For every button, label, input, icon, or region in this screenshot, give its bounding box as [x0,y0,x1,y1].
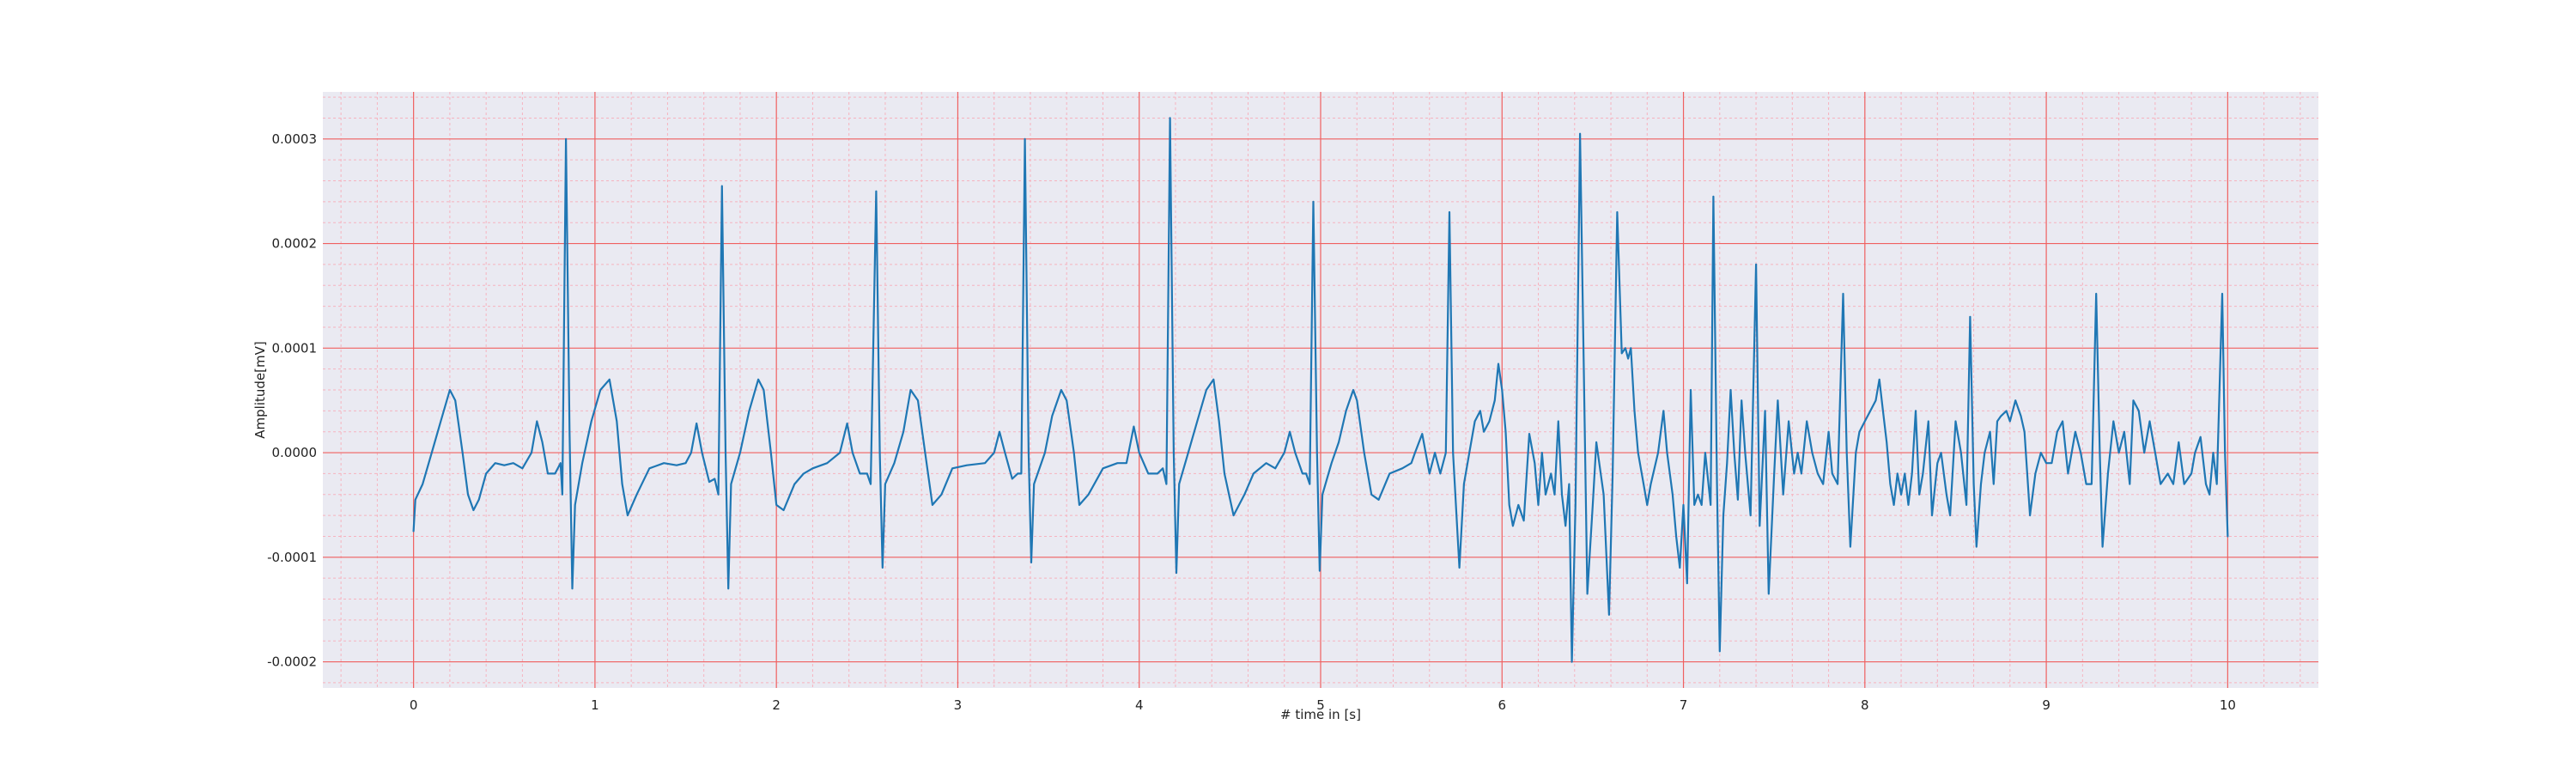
x-tick-label: 0 [410,697,418,713]
x-tick-label: 2 [772,697,781,713]
y-tick-label: -0.0001 [267,550,317,565]
x-tick-label: 10 [2220,697,2236,713]
x-tick-label: 4 [1135,697,1144,713]
x-tick-label: 8 [1861,697,1869,713]
x-tick-label: 1 [591,697,599,713]
x-axis-label: # time in [s] [1280,707,1361,722]
x-tick-label: 7 [1680,697,1688,713]
x-tick-label: 3 [954,697,963,713]
y-tick-label: 0.0001 [272,340,318,356]
x-tick-label: 9 [2042,697,2050,713]
y-tick-label: 0.0002 [272,236,318,252]
x-tick-label: 6 [1498,697,1506,713]
y-axis-label: Amplitude[mV] [252,341,268,438]
y-axis-ticks: -0.0002 -0.0001 0.0000 0.0001 0.0002 0.0003 [267,131,317,670]
y-tick-label: 0.0003 [272,131,318,147]
y-tick-label: 0.0000 [272,445,318,460]
y-tick-label: -0.0002 [267,654,317,670]
